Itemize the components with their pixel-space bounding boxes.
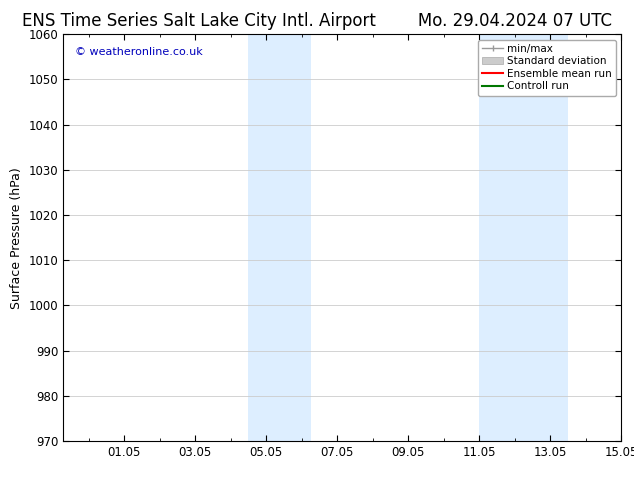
Bar	[479, 34, 568, 441]
Text: ENS Time Series Salt Lake City Intl. Airport        Mo. 29.04.2024 07 UTC: ENS Time Series Salt Lake City Intl. Air…	[22, 12, 612, 30]
Legend: min/max, Standard deviation, Ensemble mean run, Controll run: min/max, Standard deviation, Ensemble me…	[478, 40, 616, 96]
Text: © weatheronline.co.uk: © weatheronline.co.uk	[75, 47, 202, 56]
Y-axis label: Surface Pressure (hPa): Surface Pressure (hPa)	[10, 167, 23, 309]
Bar	[249, 34, 311, 441]
